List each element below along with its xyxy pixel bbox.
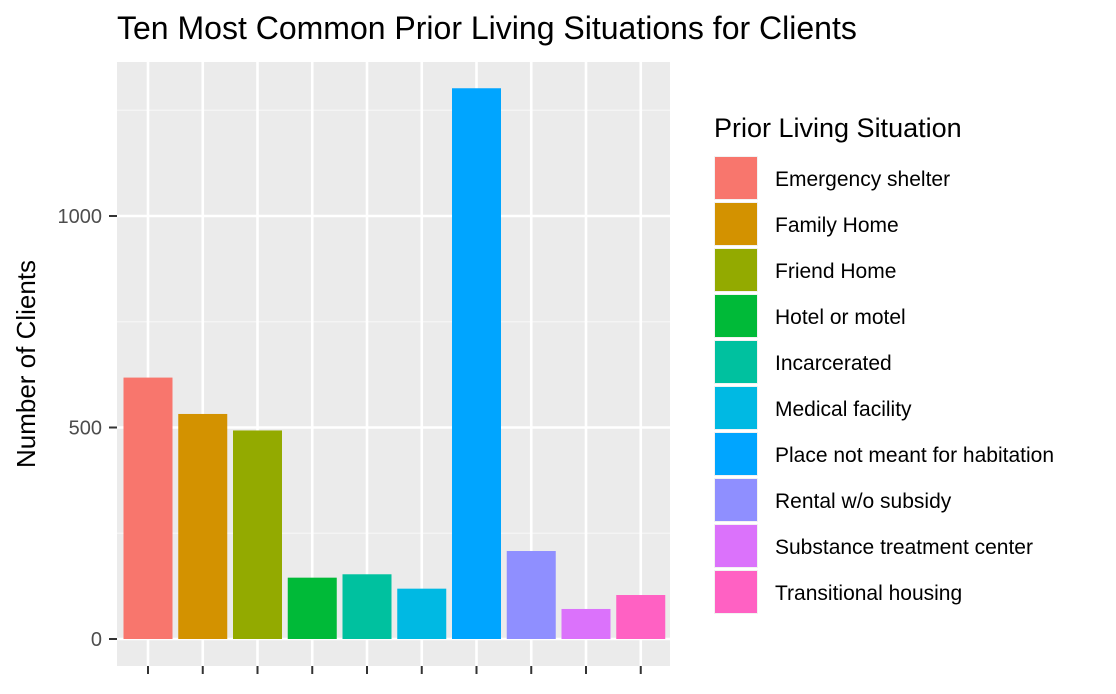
legend-label: Place not meant for habitation <box>775 444 1054 467</box>
y-tick-label: 1000 <box>58 206 103 228</box>
legend-label: Rental w/o subsidy <box>775 490 952 513</box>
legend-swatch <box>715 203 757 245</box>
legend-swatch <box>715 433 757 475</box>
legend-label: Incarcerated <box>775 352 892 375</box>
y-axis-label: Number of Clients <box>11 260 41 468</box>
bars <box>123 88 666 639</box>
legend-swatch <box>715 525 757 567</box>
legend-label: Transitional housing <box>775 582 962 605</box>
legend-swatch <box>715 157 757 199</box>
bar <box>452 88 501 639</box>
bar <box>287 577 337 639</box>
legend-swatch <box>715 479 757 521</box>
bar <box>397 588 447 639</box>
bar <box>561 608 611 639</box>
y-axis: 0 500 1000 <box>58 206 117 651</box>
legend-swatch <box>715 249 757 291</box>
legend-label: Hotel or motel <box>775 306 906 329</box>
y-tick-label: 500 <box>69 418 102 440</box>
legend-swatch <box>715 387 757 429</box>
bar <box>178 413 228 639</box>
chart-title: Ten Most Common Prior Living Situations … <box>117 10 857 46</box>
bar <box>506 551 556 639</box>
y-tick-label: 0 <box>91 629 102 651</box>
legend-label: Family Home <box>775 214 899 237</box>
major-gridlines <box>117 62 670 666</box>
legend-label: Friend Home <box>775 260 896 283</box>
legend-label: Emergency shelter <box>775 168 950 191</box>
legend-label: Medical facility <box>775 398 912 421</box>
bar <box>123 377 173 639</box>
bar <box>616 595 666 639</box>
legend-title: Prior Living Situation <box>714 113 962 143</box>
bar <box>233 430 282 639</box>
legend: Emergency shelter Family Home Friend Home H… <box>714 156 1054 614</box>
bar <box>342 574 392 639</box>
legend-label: Substance treatment center <box>775 536 1033 559</box>
legend-swatch <box>715 341 757 383</box>
x-axis <box>147 666 642 674</box>
legend-swatch <box>715 571 757 613</box>
legend-swatch <box>715 295 757 337</box>
